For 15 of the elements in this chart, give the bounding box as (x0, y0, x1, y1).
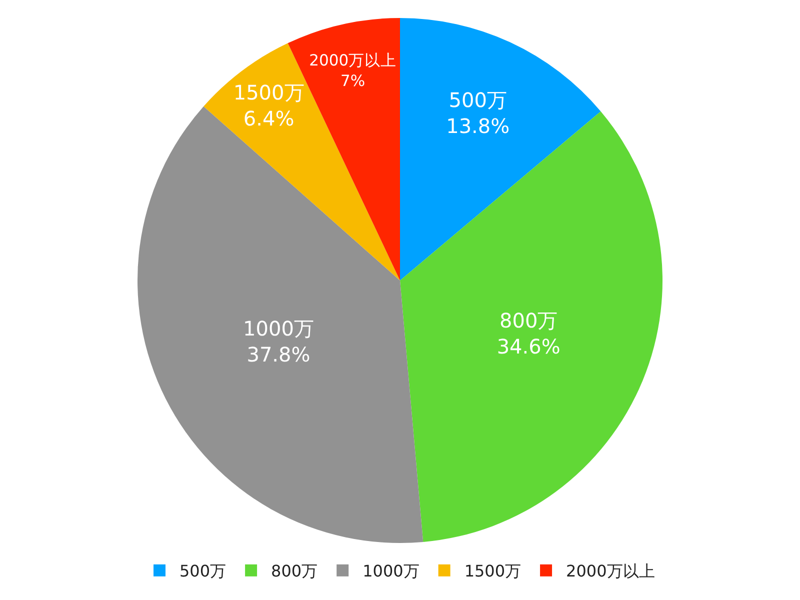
slice-label: 800万 (499, 308, 558, 333)
legend-label: 2000万以上 (566, 562, 655, 581)
data-label: 13.8% (446, 114, 510, 138)
slice-label: 500万 (448, 88, 507, 112)
legend-label: 1500万 (464, 562, 522, 581)
data-label: 7% (340, 72, 366, 90)
legend-label: 500万 (180, 562, 226, 581)
legend-label: 1000万 (362, 562, 420, 581)
legend-label: 800万 (271, 562, 318, 581)
data-label: 34.6% (496, 334, 560, 359)
slice-label: 1500万 (233, 80, 304, 105)
slice-label: 2000万以上 (309, 52, 397, 70)
slice-label: 1000万 (243, 316, 314, 341)
data-label: 37.8% (246, 342, 310, 367)
data-label: 6.4% (243, 106, 294, 131)
